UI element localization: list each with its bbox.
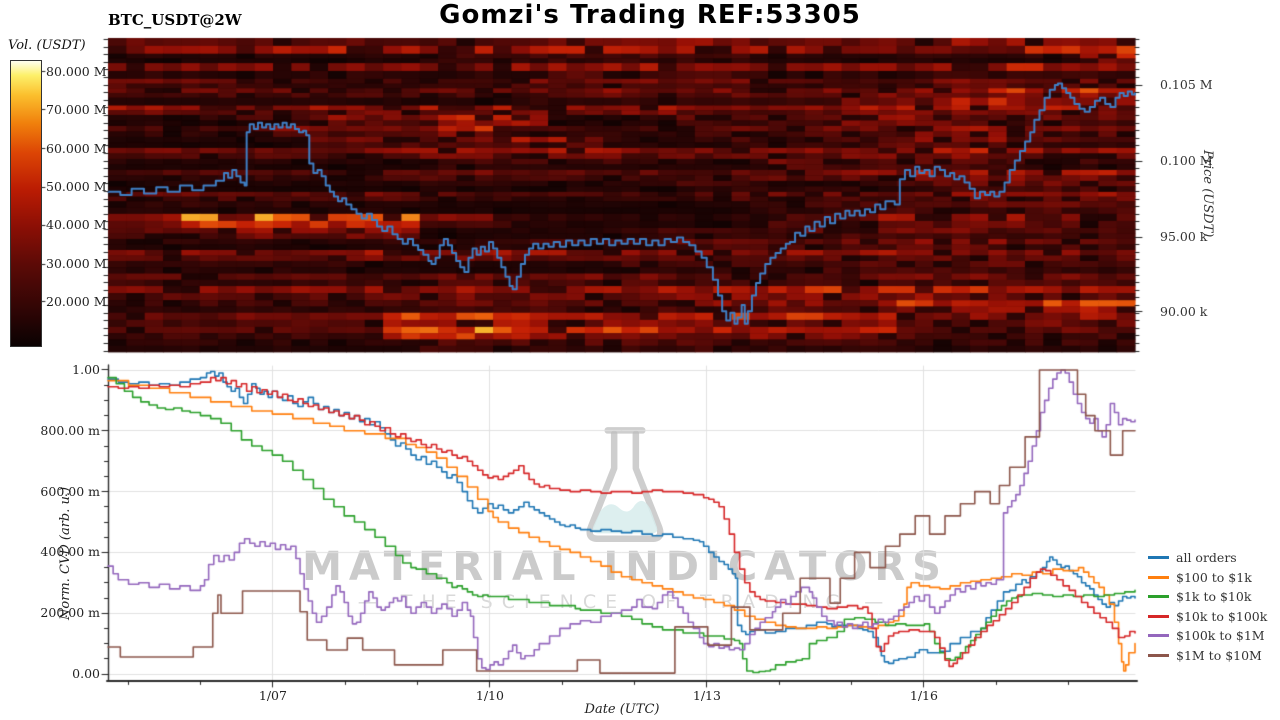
colorbar-tick-label: 60.000 M <box>46 140 107 156</box>
legend-label: $1k to $10k <box>1176 589 1252 605</box>
colorbar-tick-label: 80.000 M <box>46 63 107 79</box>
legend-line-swatch <box>1148 634 1169 638</box>
colorbar-tick-label: 70.000 M <box>46 101 107 117</box>
colorbar-tick-label: 50.000 M <box>46 179 107 195</box>
legend-line-swatch <box>1148 653 1169 657</box>
legend-label: $10k to $100k <box>1176 608 1268 624</box>
colorbar-label: Vol. (USDT) <box>8 38 86 53</box>
cvd-y-tick-label: 600.00 m <box>40 483 100 499</box>
legend-line-swatch <box>1148 614 1169 618</box>
cvd-y-tick-label: 400.00 m <box>40 544 100 560</box>
legend: all orders $100 to $1k $1k to $10k $10k to … <box>1148 548 1278 665</box>
legend-item: $100k to $1M <box>1148 626 1278 646</box>
legend-item: $10k to $100k <box>1148 607 1278 627</box>
price-tick-label: 95.00 k <box>1160 229 1208 245</box>
legend-label: all orders <box>1176 550 1237 566</box>
cvd-y-tick-label: 800.00 m <box>40 422 100 438</box>
price-tick-label: 0.100 M <box>1160 153 1213 169</box>
price-tick-label: 0.105 M <box>1160 77 1213 93</box>
colorbar-tick-label: 30.000 M <box>46 256 107 272</box>
cvd-x-tick-label: 1/07 <box>258 688 287 703</box>
legend-label: $100k to $1M <box>1176 628 1265 644</box>
page-title: Gomzi's Trading REF:53305 <box>439 0 861 30</box>
cvd-x-tick-label: 1/16 <box>909 688 938 703</box>
legend-item: $1M to $10M <box>1148 646 1278 666</box>
colorbar-gradient <box>10 60 42 347</box>
legend-label: $100 to $1k <box>1176 569 1252 585</box>
price-tick-label: 90.00 k <box>1160 303 1208 319</box>
legend-item: $1k to $10k <box>1148 587 1278 607</box>
cvd-x-tick-label: 1/13 <box>692 688 721 703</box>
legend-item: all orders <box>1148 548 1278 568</box>
cvd-y-tick-label: 1.00 <box>72 362 100 377</box>
cvd-y-tick-label: 0.00 <box>72 666 100 681</box>
legend-line-swatch <box>1148 575 1169 579</box>
symbol-label: BTC_USDT@2W <box>108 11 242 29</box>
legend-label: $1M to $10M <box>1176 647 1262 663</box>
legend-line-swatch <box>1148 595 1169 599</box>
price-axis-label: Price (USDT) <box>1200 150 1215 238</box>
date-axis-label: Date (UTC) <box>584 702 660 717</box>
cvd-y-axis-label: Norm. CVD (arb. u.) <box>58 486 73 620</box>
cvd-y-tick-label: 200.00 m <box>40 605 100 621</box>
colorbar-tick-label: 40.000 M <box>46 217 107 232</box>
legend-item: $100 to $1k <box>1148 568 1278 588</box>
colorbar-tick-label: 20.000 M <box>46 293 107 309</box>
legend-line-swatch <box>1148 556 1169 560</box>
cvd-x-tick-label: 1/10 <box>475 688 504 703</box>
